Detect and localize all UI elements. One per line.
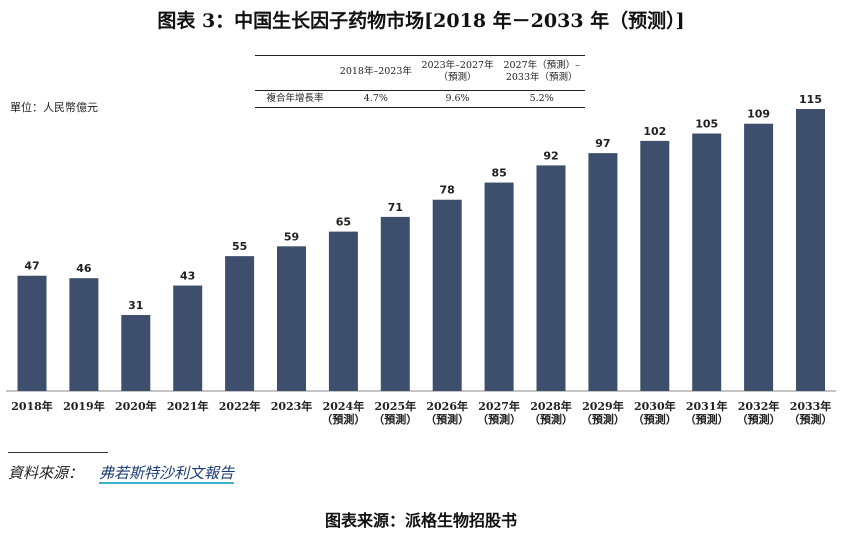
value-label: 109 — [747, 108, 770, 121]
value-label: 97 — [595, 137, 610, 150]
unit-label: 單位：人民幣億元 — [10, 101, 98, 114]
value-label: 65 — [336, 216, 351, 229]
x-tick-label: 2032年 （預測） — [736, 400, 781, 426]
footer: 图表来源：派格生物招股书 — [324, 511, 517, 530]
plot: 47 46 31 43 55 59 65 71 78 85 92 97 102 105 109 115 — [6, 93, 836, 392]
x-tick-label: 2020年 — [114, 400, 157, 413]
value-label: 59 — [284, 230, 299, 243]
table-header-cell: 2027年（預測）– 2033年（預測） — [498, 56, 585, 91]
table-cell: 5.2% — [529, 93, 554, 104]
bar — [380, 216, 410, 391]
x-tick-label: 2031年 （預測） — [684, 400, 729, 426]
bar — [17, 275, 47, 391]
x-tick-label: 2022年 — [218, 400, 261, 413]
x-tick-label: 2023年 — [270, 400, 313, 413]
x-tick-label: 2026年 （預測） — [425, 400, 470, 426]
x-tick-label: 2029年 （預測） — [580, 400, 625, 426]
value-label: 46 — [76, 262, 92, 275]
chart-title: 图表 3：中国生长因子药物市场[2018 年－2033 年（预测）] — [157, 10, 685, 32]
table-header-cell: 2018年–2023年 — [335, 56, 417, 91]
x-tick-label: 2025年 （預測） — [373, 400, 418, 426]
x-tick-label: 2024年 （預測） — [321, 400, 366, 426]
table-corner — [255, 56, 335, 91]
bar — [432, 199, 462, 391]
source-name: 弗若斯特沙利文報告 — [99, 464, 235, 484]
table: 2018年–2023年 2023年–2027年 （預測） 2027年（預測）– … — [255, 56, 585, 107]
source-rule — [8, 452, 108, 453]
bar — [536, 165, 566, 391]
x-tick-label: 2030年 （預測） — [632, 400, 677, 426]
bar — [225, 256, 255, 391]
x-tick-label: 2019年 — [63, 400, 105, 413]
value-label: 31 — [128, 299, 143, 312]
bar — [640, 140, 670, 391]
bar — [69, 278, 99, 391]
value-label: 92 — [543, 149, 558, 162]
value-label: 115 — [799, 93, 822, 106]
value-label: 47 — [24, 260, 39, 273]
bar — [588, 153, 618, 391]
row-label: 複合年增長率 — [266, 93, 324, 104]
table-header-cell: 2023年–2027年 （預測） — [416, 56, 499, 91]
bar — [277, 246, 306, 391]
x-tick-label: 2028年 （預測） — [529, 400, 573, 426]
value-label: 85 — [491, 167, 506, 180]
table-header: 2018年–2023年 2023年–2027年 （預測） 2027年（預測）– … — [255, 56, 585, 91]
x-tick-label: 2021年 — [166, 400, 209, 413]
x-tick-label: 2027年 （預測） — [477, 400, 522, 426]
value-label: 55 — [232, 240, 247, 253]
x-tick-label: 2033年 （預測） — [788, 400, 833, 426]
value-label: 71 — [388, 201, 403, 214]
source-label: 資料來源： — [8, 464, 84, 482]
cagr-table: 2018年–2023年 2023年–2027年 （預測） 2027年（預測）– … — [255, 55, 585, 108]
bar — [744, 123, 774, 391]
source: 資料來源： 弗若斯特沙利文報告 — [8, 462, 235, 484]
value-label: 102 — [643, 125, 666, 138]
table-cell: 9.6% — [445, 93, 470, 104]
bar — [173, 285, 203, 391]
bar — [328, 231, 358, 391]
bar — [484, 182, 514, 391]
x-tick-label: 2018年 — [11, 400, 53, 413]
bar — [796, 109, 825, 391]
table-cell: 4.7% — [363, 93, 388, 104]
value-label: 78 — [440, 184, 455, 197]
bar — [121, 314, 151, 391]
table-row: 複合年增長率 4.7% 9.6% 5.2% — [255, 91, 585, 108]
value-label: 105 — [695, 118, 718, 131]
value-label: 43 — [180, 270, 195, 283]
bar — [692, 133, 722, 392]
